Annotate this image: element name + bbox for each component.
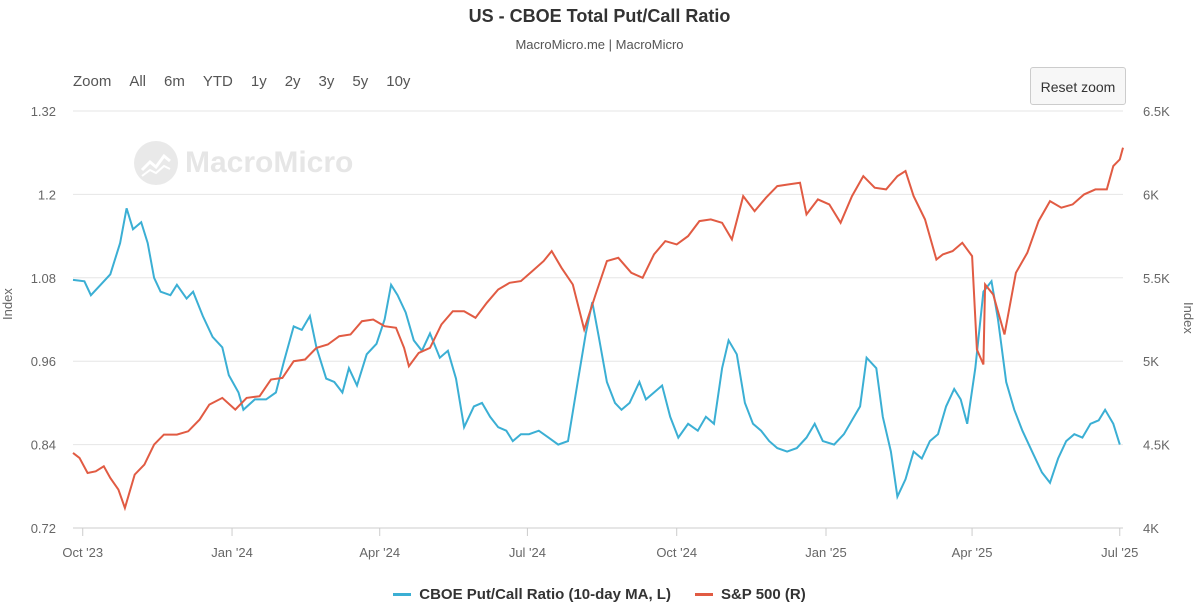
y-left-tick-label: 1.2: [38, 187, 56, 202]
range-selector: Zoom All 6m YTD 1y 2y 3y 5y 10y: [73, 73, 428, 90]
x-tick-label: Jan '25: [805, 545, 847, 560]
x-axis-ticks: Oct '23 Jan '24 Apr '24 Jul '24 Oct '24 Jan '…: [62, 528, 1138, 560]
y-left-tick-label: 0.72: [31, 521, 56, 536]
y-left-tick-label: 0.84: [31, 438, 56, 453]
y-right-tick-label: 4.5K: [1143, 438, 1170, 453]
watermark-text: MacroMicro: [185, 146, 354, 179]
range-button-5y[interactable]: 5y: [352, 73, 369, 90]
chart-legend: CBOE Put/Call Ratio (10-day MA, L) S&P 5…: [0, 586, 1199, 603]
range-button-10y[interactable]: 10y: [386, 73, 411, 90]
y-left-tick-label: 1.32: [31, 104, 56, 119]
macromicro-logo-icon: [134, 141, 178, 185]
range-button-2y[interactable]: 2y: [284, 73, 301, 90]
watermark: MacroMicro: [133, 140, 353, 186]
legend-swatch-sp500: [694, 593, 713, 596]
x-tick-label: Jan '24: [211, 545, 253, 560]
right-axis-ticks: 4K 4.5K 5K 5.5K 6K 6.5K: [1143, 104, 1170, 536]
reset-zoom-button[interactable]: Reset zoom: [1030, 67, 1126, 105]
x-tick-label: Oct '23: [62, 545, 103, 560]
grid-lines: [73, 110, 1123, 529]
y-left-tick-label: 1.08: [31, 271, 56, 286]
series-line-putcall: [72, 208, 1121, 501]
range-button-ytd[interactable]: YTD: [202, 73, 233, 90]
chart-title: US - CBOE Total Put/Call Ratio: [468, 6, 731, 26]
legend-item-putcall[interactable]: CBOE Put/Call Ratio (10-day MA, L): [393, 586, 671, 603]
x-tick-label: Apr '24: [359, 545, 400, 560]
x-tick-label: Jul '25: [1101, 545, 1138, 560]
legend-label-putcall: CBOE Put/Call Ratio (10-day MA, L): [419, 586, 671, 603]
range-button-1y[interactable]: 1y: [250, 73, 267, 90]
y-left-tick-label: 0.96: [31, 354, 56, 369]
x-tick-label: Apr '25: [952, 545, 993, 560]
x-tick-label: Oct '24: [656, 545, 697, 560]
y-right-tick-label: 6K: [1143, 187, 1159, 202]
y-right-tick-label: 5.5K: [1143, 271, 1170, 286]
right-axis-title: Index: [1181, 302, 1196, 334]
y-right-tick-label: 6.5K: [1143, 104, 1170, 119]
left-axis-ticks: 0.72 0.84 0.96 1.08 1.2 1.32: [31, 104, 56, 536]
range-button-all[interactable]: All: [129, 73, 147, 90]
legend-item-sp500[interactable]: S&P 500 (R): [694, 586, 806, 603]
legend-swatch-putcall: [393, 593, 412, 596]
x-tick-label: Jul '24: [509, 545, 546, 560]
range-button-3y[interactable]: 3y: [318, 73, 335, 90]
legend-label-sp500: S&P 500 (R): [720, 586, 806, 603]
range-button-6m[interactable]: 6m: [164, 73, 185, 90]
left-axis-title: Index: [0, 288, 15, 320]
y-right-tick-label: 4K: [1143, 521, 1159, 536]
range-zoom-label: Zoom: [73, 73, 112, 90]
chart-subtitle: MacroMicro.me | MacroMicro: [515, 37, 684, 52]
series-line-sp500: [72, 147, 1124, 512]
y-right-tick-label: 5K: [1143, 354, 1159, 369]
